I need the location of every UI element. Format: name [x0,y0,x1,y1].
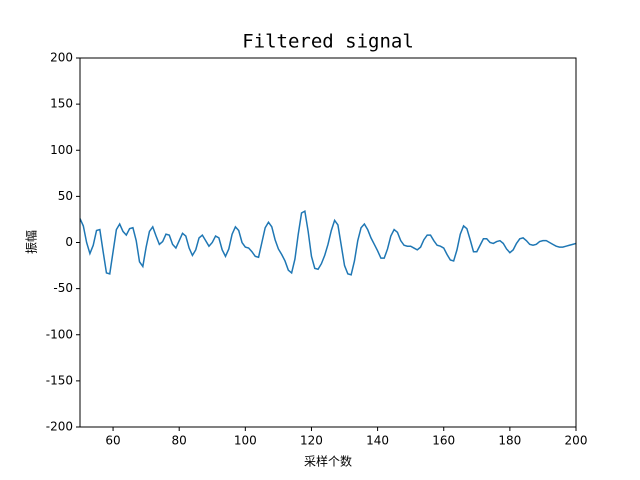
x-tick-label: 180 [498,434,521,448]
y-axis-label: 振幅 [24,230,39,254]
y-tick-label: 0 [65,235,73,249]
y-tick-label: -200 [46,420,73,434]
y-tick-label: 150 [50,97,73,111]
x-tick-label: 120 [300,434,323,448]
chart-title: Filtered signal [242,31,414,53]
y-tick-label: -100 [46,327,73,341]
x-axis-label: 采样个数 [304,454,352,469]
x-tick-label: 160 [432,434,455,448]
y-tick-label: 100 [50,143,73,157]
x-tick-label: 60 [105,434,120,448]
y-tick-label: -50 [53,281,73,295]
line-series [79,209,577,276]
y-tick-label: -150 [46,373,73,387]
x-tick-label: 200 [565,434,588,448]
x-tick-label: 140 [366,434,389,448]
y-tick-label: 50 [58,189,73,203]
y-tick-label: 200 [50,51,73,65]
x-tick-label: 80 [172,434,187,448]
x-tick-label: 100 [234,434,257,448]
plot-frame [79,57,577,428]
